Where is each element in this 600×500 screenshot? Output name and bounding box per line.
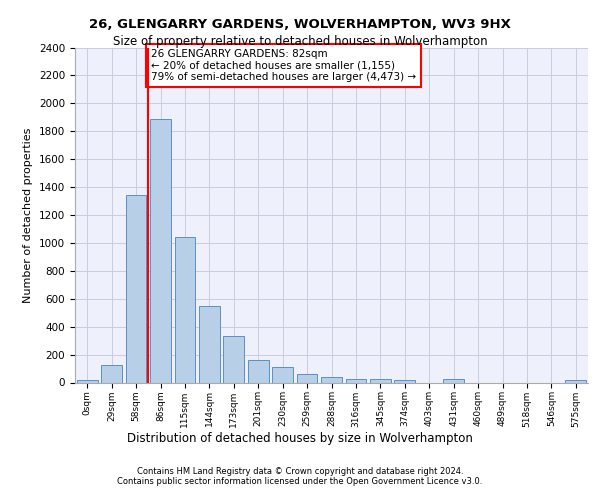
- Bar: [565, 380, 586, 382]
- Bar: [272, 367, 293, 382]
- Bar: [199, 306, 220, 382]
- Bar: [248, 360, 269, 382]
- Bar: [394, 380, 415, 382]
- Bar: [370, 379, 391, 382]
- Bar: [296, 374, 317, 382]
- Bar: [150, 118, 171, 382]
- Bar: [321, 377, 342, 382]
- Bar: [223, 336, 244, 382]
- Bar: [346, 378, 367, 382]
- Bar: [77, 380, 98, 382]
- Bar: [443, 379, 464, 382]
- Text: Size of property relative to detached houses in Wolverhampton: Size of property relative to detached ho…: [113, 35, 487, 48]
- Y-axis label: Number of detached properties: Number of detached properties: [23, 128, 34, 302]
- Bar: [175, 236, 196, 382]
- Text: 26 GLENGARRY GARDENS: 82sqm
← 20% of detached houses are smaller (1,155)
79% of : 26 GLENGARRY GARDENS: 82sqm ← 20% of det…: [151, 49, 416, 82]
- Bar: [125, 196, 146, 382]
- Text: 26, GLENGARRY GARDENS, WOLVERHAMPTON, WV3 9HX: 26, GLENGARRY GARDENS, WOLVERHAMPTON, WV…: [89, 18, 511, 30]
- Text: Contains HM Land Registry data © Crown copyright and database right 2024.: Contains HM Land Registry data © Crown c…: [137, 467, 463, 476]
- Text: Contains public sector information licensed under the Open Government Licence v3: Contains public sector information licen…: [118, 477, 482, 486]
- Text: Distribution of detached houses by size in Wolverhampton: Distribution of detached houses by size …: [127, 432, 473, 445]
- Bar: [101, 365, 122, 382]
